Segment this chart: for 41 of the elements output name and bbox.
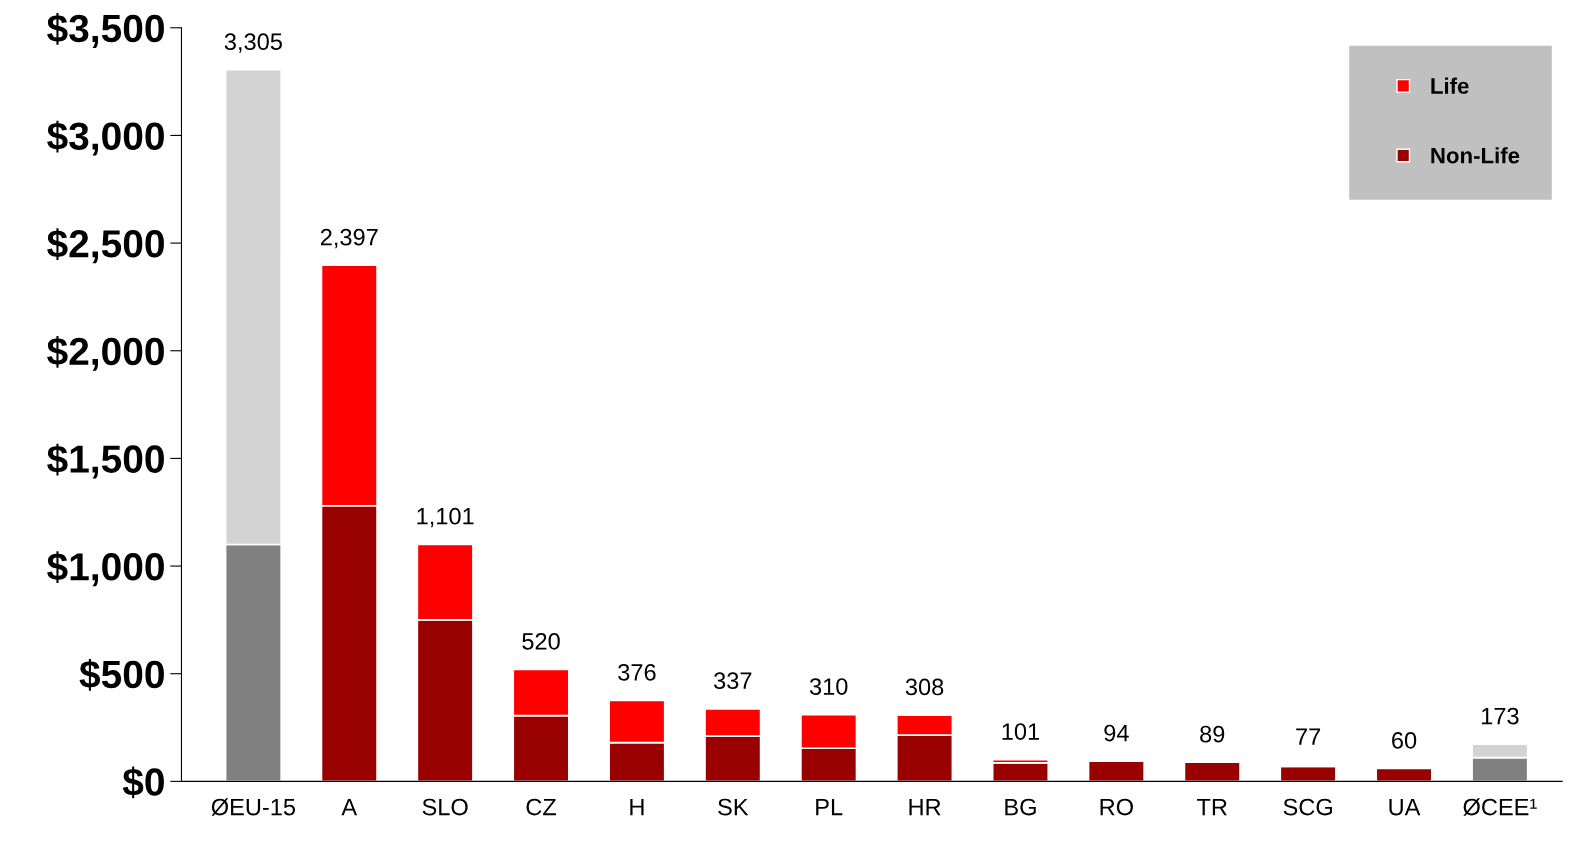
bar (1087, 760, 1145, 782)
x-tick-label: H (630, 798, 644, 816)
x-tick-label: CZ (526, 798, 557, 816)
legend-label: Non-Life (1431, 147, 1520, 164)
y-tick-label: $500 (79, 658, 164, 691)
total-label: 2,397 (320, 228, 378, 249)
y-tick-label: $3,000 (47, 120, 164, 156)
x-tick-label: SCG (1283, 798, 1332, 816)
legend-label: Life (1431, 77, 1469, 94)
y-tick-label: $1,500 (47, 443, 164, 479)
total-label: 60 (1392, 732, 1417, 749)
y-tick-label: $0 (122, 766, 164, 799)
total-label: 1,101 (417, 507, 474, 528)
y-tick-label: $2,000 (47, 335, 164, 371)
x-tick-label: BG (1005, 798, 1036, 816)
x-tick-label: ØCEE¹ (1463, 798, 1537, 816)
y-tick-label: $3,500 (47, 13, 164, 48)
total-label: 94 (1104, 724, 1129, 742)
y-tick-label: $2,500 (47, 228, 164, 264)
bar (1375, 767, 1433, 782)
x-tick-label: PL (816, 798, 843, 816)
x-tick-label: TR (1197, 798, 1227, 816)
bar (1183, 761, 1241, 782)
x-tick-label: A (341, 798, 358, 816)
x-tick-label: UA (1389, 798, 1421, 816)
total-label: 310 (809, 678, 848, 695)
total-label: 520 (522, 632, 560, 650)
total-label: 101 (1002, 723, 1040, 740)
x-tick-label: ØEU-15 (211, 798, 296, 816)
total-label: 376 (618, 663, 656, 681)
total-label: 77 (1296, 728, 1321, 745)
total-label: 308 (905, 678, 944, 696)
x-tick-label: SLO (422, 798, 468, 816)
total-label: 89 (1200, 725, 1225, 743)
total-label: 173 (1482, 707, 1519, 725)
x-tick-label: HR (909, 798, 941, 816)
x-tick-label: SK (718, 798, 749, 816)
total-label: 337 (714, 672, 752, 690)
y-tick-label: $1,000 (47, 551, 164, 587)
x-tick-label: RO (1100, 798, 1133, 816)
total-label: 3,305 (224, 33, 282, 53)
